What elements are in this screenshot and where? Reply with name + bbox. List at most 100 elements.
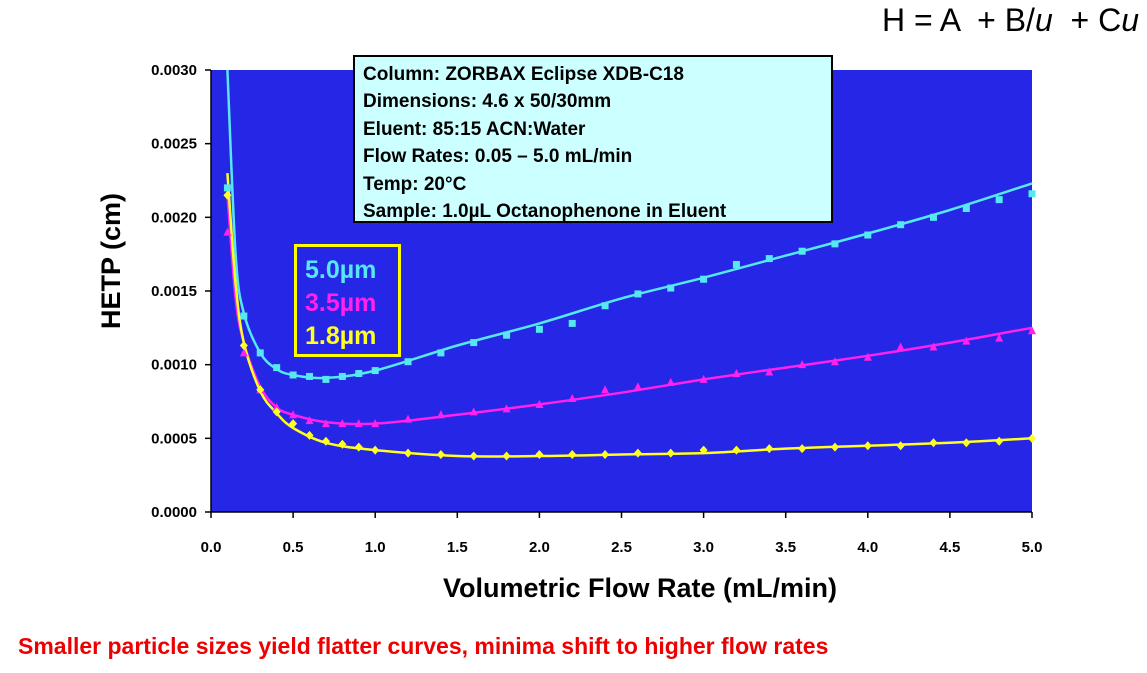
data-point-3-5um [896, 342, 905, 351]
data-point-5-0um [831, 240, 839, 248]
data-point-3-5um [502, 404, 511, 413]
x-tick-label: 0.5 [283, 539, 304, 556]
data-point-3-5um [535, 399, 544, 408]
y-tick-label: 0.0020 [151, 209, 197, 226]
data-point-1-8um [962, 438, 971, 448]
data-point-3-5um [798, 360, 807, 369]
x-tick-label: 4.5 [939, 539, 960, 556]
data-point-3-5um [633, 382, 642, 391]
data-point-1-8um [1028, 433, 1036, 443]
data-point-3-5um [962, 336, 971, 345]
x-tick-label: 1.0 [365, 539, 386, 556]
equation-h: H = A [881, 2, 960, 38]
data-point-1-8um [568, 450, 577, 460]
x-tick-label: 5.0 [1022, 539, 1043, 556]
data-point-1-8um [256, 385, 265, 395]
x-tick-label: 2.0 [529, 539, 550, 556]
data-point-5-0um [371, 367, 379, 375]
x-tick-label: 1.5 [447, 539, 468, 556]
data-point-5-0um [601, 302, 609, 310]
data-point-5-0um [240, 312, 248, 320]
data-point-1-8um [732, 445, 741, 455]
x-axis-title: Volumetric Flow Rate (mL/min) [443, 573, 837, 603]
data-point-3-5um [338, 419, 347, 428]
equation-cu: u [1121, 2, 1139, 38]
y-tick-label: 0.0015 [151, 283, 197, 300]
data-point-3-5um [765, 367, 774, 376]
equation: H = A + B/u + Cu [882, 2, 1139, 39]
data-point-5-0um [929, 213, 937, 221]
y-tick-label: 0.0000 [151, 504, 197, 521]
x-tick-label: 2.5 [611, 539, 632, 556]
data-point-1-8um [995, 436, 1004, 446]
data-point-1-8um [929, 438, 938, 448]
fit-line-1-8um [226, 173, 1033, 458]
data-point-1-8um [272, 407, 281, 417]
data-point-5-0um [634, 290, 642, 298]
y-axis-title: HETP (cm) [96, 193, 126, 329]
data-point-1-8um [830, 442, 839, 452]
data-point-5-0um [732, 260, 740, 268]
x-tick-label: 4.0 [857, 539, 878, 556]
y-tick-label: 0.0030 [151, 62, 197, 79]
data-point-5-0um [667, 284, 675, 292]
caption: Smaller particle sizes yield flatter cur… [18, 633, 829, 659]
data-point-1-8um [239, 341, 248, 351]
data-point-1-8um [666, 448, 675, 458]
legend-item-3-5um: 3.5µm [305, 289, 377, 317]
equation-c: + C [1070, 2, 1122, 38]
data-point-1-8um [535, 450, 544, 460]
data-point-3-5um [404, 414, 413, 423]
data-point-5-0um [322, 375, 330, 383]
x-tick-label: 3.5 [775, 539, 796, 556]
data-point-3-5um [732, 369, 741, 378]
data-point-5-0um [404, 358, 412, 366]
info-line-sample: Sample: 1.0µL Octanophenone in Eluent [363, 201, 727, 223]
data-point-5-0um [864, 231, 872, 239]
data-point-3-5um [863, 352, 872, 361]
legend-item-5-0um: 5.0µm [305, 256, 377, 284]
data-point-1-8um [798, 444, 807, 454]
data-point-1-8um [469, 451, 478, 461]
data-point-3-5um [354, 419, 363, 428]
data-point-1-8um [699, 445, 708, 455]
data-point-3-5um [830, 357, 839, 366]
data-point-1-8um [305, 430, 314, 440]
data-point-3-5um [666, 377, 675, 386]
data-point-5-0um [962, 204, 970, 212]
data-point-1-8um [633, 448, 642, 458]
data-point-5-0um [437, 349, 445, 357]
data-point-5-0um [798, 247, 806, 255]
y-tick-label: 0.0005 [151, 430, 197, 447]
data-point-5-0um [897, 221, 905, 229]
data-point-1-8um [404, 448, 413, 458]
data-point-1-8um [371, 445, 380, 455]
data-point-3-5um [699, 374, 708, 383]
legend: 5.0µm 3.5µm 1.8µm [294, 244, 401, 357]
data-point-1-8um [896, 441, 905, 451]
legend-item-1-8um: 1.8µm [305, 322, 377, 350]
data-point-3-5um [1028, 326, 1036, 335]
x-tick-label: 0.0 [201, 539, 222, 556]
data-point-3-5um [239, 348, 248, 357]
data-point-5-0um [765, 255, 773, 263]
data-point-3-5um [929, 342, 938, 351]
data-point-1-8um [502, 451, 511, 461]
data-point-3-5um [305, 416, 314, 425]
data-point-5-0um [700, 275, 708, 283]
data-point-1-8um [765, 444, 774, 454]
data-point-5-0um [995, 196, 1003, 204]
data-point-5-0um [503, 331, 511, 339]
info-line-eluent: Eluent: 85:15 ACN:Water [363, 118, 586, 140]
data-point-3-5um [469, 407, 478, 416]
data-point-5-0um [535, 325, 543, 333]
data-point-5-0um [223, 184, 231, 192]
data-point-5-0um [289, 371, 297, 379]
data-point-3-5um [321, 419, 330, 428]
data-point-1-8um [354, 442, 363, 452]
data-point-1-8um [436, 450, 445, 460]
data-point-3-5um [601, 385, 610, 394]
data-point-5-0um [1028, 190, 1036, 198]
data-point-3-5um [223, 227, 232, 236]
data-point-5-0um [568, 319, 576, 327]
